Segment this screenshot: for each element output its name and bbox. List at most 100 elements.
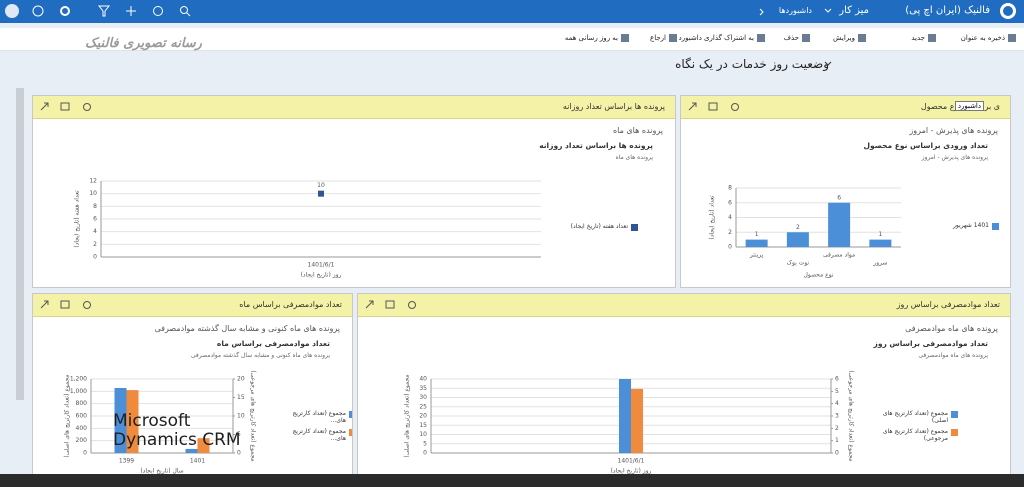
x-tick-label: سرور — [872, 260, 887, 267]
legend-swatch — [631, 224, 638, 231]
legend-label: مجموع (تعداد کارتریج های اصلی) — [882, 410, 948, 424]
refresh-icon[interactable] — [83, 103, 91, 111]
bar — [631, 388, 643, 453]
overlay-text: Microsoft Dynamics CRM — [113, 411, 241, 450]
toolbar-icon — [621, 34, 629, 42]
help-icon[interactable] — [32, 5, 44, 17]
toolbar-item[interactable]: جدید — [911, 34, 925, 42]
nav-icons — [5, 3, 1016, 19]
panel-title: تعداد موادمصرفی براساس ماه — [239, 300, 342, 309]
grid-icon[interactable] — [60, 102, 70, 111]
expand-icon[interactable] — [688, 102, 697, 111]
settings-icon[interactable] — [60, 6, 70, 16]
chevrons — [759, 8, 832, 16]
toolbar-item[interactable]: ارجاع — [650, 34, 666, 42]
y-tick-label: 5 — [423, 440, 427, 447]
y-tick-label: 8 — [93, 203, 97, 210]
grid-icon[interactable] — [708, 102, 718, 111]
y-tick-label: 10 — [89, 190, 97, 197]
x-tick-label: 1401/6/1 — [618, 458, 645, 465]
y-tick-label: 12 — [89, 178, 97, 185]
expand-icon[interactable] — [365, 300, 374, 309]
y-tick-label: 6 — [93, 216, 97, 223]
bar — [786, 232, 809, 247]
y-axis-label: مجموع (تعداد کارتریج های اصلی) — [64, 374, 71, 457]
title-dropdown[interactable] — [824, 60, 832, 68]
toolbar-icon — [928, 34, 936, 42]
history-icon[interactable] — [153, 6, 163, 16]
y-axis-label: تعداد هفته (تاریخ ایجاد) — [74, 190, 81, 248]
y-tick-label: 800 — [76, 400, 88, 407]
user-icon[interactable] — [5, 4, 19, 18]
scrollbar[interactable] — [16, 88, 24, 400]
point-marker — [318, 190, 324, 197]
panel-icons — [40, 300, 91, 309]
grid-icon[interactable] — [385, 300, 395, 309]
panel-header: پرونده ها براساس تعداد روزانه — [33, 96, 675, 119]
x-axis-label: روز (تاریخ ایجاد) — [301, 272, 342, 279]
panel-icons — [40, 102, 91, 111]
y-tick-label: 600 — [76, 413, 88, 420]
toolbar-item[interactable]: ذخیره به عنوان — [960, 34, 1005, 42]
y2-tick-label: 0 — [237, 450, 241, 457]
toolbar-item[interactable]: به روز رسانی همه — [564, 34, 618, 42]
x-tick-label: 1401/6/1 — [308, 262, 335, 269]
bar — [745, 239, 768, 247]
section-name[interactable]: داشبوردها — [778, 6, 812, 15]
expand-icon[interactable] — [40, 300, 49, 309]
panel-title: پرونده ها براساس تعداد روزانه — [562, 102, 665, 111]
x-tick-label: نوت بوک — [787, 259, 810, 267]
toolbar-icon — [757, 34, 765, 42]
tooltip: داشبورد — [954, 101, 984, 111]
y-tick-label: 0 — [83, 450, 87, 457]
command-bar: ذخیره به عنوان جدید ویرایش حذف به اشتراک گذا… — [0, 28, 1024, 51]
refresh-icon[interactable] — [83, 301, 91, 309]
x-tick-label: 1399 — [119, 458, 134, 465]
legend-entry: مجموع (تعداد کارتریج های... — [276, 410, 352, 424]
y-tick-label: 2 — [728, 229, 732, 236]
legend-entry: مجموع (تعداد کارتریج های مرجوعی) — [878, 428, 958, 442]
legend-entry: تعداد هفته (تاریخ ایجاد) — [558, 223, 638, 231]
bar — [828, 202, 851, 247]
y-tick-label: 35 — [419, 385, 427, 392]
area-name[interactable]: میز کار — [839, 5, 869, 16]
x-tick-label: مواد مصرفی — [823, 252, 855, 259]
chart-subtitle: پرونده های پذیرش - امروز — [921, 154, 988, 161]
y-tick-label: 10 — [419, 431, 427, 438]
toolbar-item[interactable]: ویرایش — [832, 34, 855, 42]
y-tick-label: 20 — [419, 413, 427, 420]
toolbar-icon — [1008, 34, 1016, 42]
org-name[interactable]: فالنیک (ایران اچ پی) — [905, 5, 990, 16]
y-tick-label: 1,200 — [70, 376, 87, 383]
view-name: پرونده های ماه موادمصرفی — [905, 324, 998, 333]
data-label: 1 — [755, 231, 759, 238]
y2-tick-label: 5 — [835, 388, 839, 395]
refresh-icon[interactable] — [731, 103, 739, 111]
expand-icon[interactable] — [40, 102, 49, 111]
y-tick-label: 8 — [728, 185, 732, 192]
y-tick-label: 0 — [728, 244, 732, 251]
toolbar-item[interactable]: به اشتراک گذاری داشبورد — [678, 34, 754, 42]
chart-subtitle: پرونده های ماه کنونی و مشابه سال گذشته م… — [190, 352, 330, 359]
data-label: 6 — [837, 194, 841, 201]
new-icon[interactable] — [126, 6, 136, 16]
legend-label: مجموع (تعداد کارتریج های... — [292, 410, 346, 424]
refresh-icon[interactable] — [408, 301, 416, 309]
toolbar-item[interactable]: حذف — [783, 34, 799, 42]
search-icon[interactable] — [180, 6, 188, 14]
top-nav: فالنیک (ایران اچ پی) میز کار داشبوردها — [0, 0, 1024, 23]
legend-swatch — [951, 429, 958, 436]
grid-icon[interactable] — [60, 300, 70, 309]
y-tick-label: 400 — [76, 425, 88, 432]
y2-tick-label: 2 — [835, 425, 839, 432]
view-name: پرونده های ماه — [612, 126, 663, 135]
y-tick-label: 0 — [93, 254, 97, 261]
y-tick-label: 1,000 — [70, 388, 87, 395]
filter-icon[interactable] — [97, 5, 111, 17]
y2-tick-label: 0 — [835, 450, 839, 457]
dashboard-title[interactable]: وضعیت روز خدمات در یک نگاه — [675, 57, 829, 71]
x-tick-label: 1401 — [190, 458, 205, 465]
data-label: 1 — [878, 231, 882, 238]
